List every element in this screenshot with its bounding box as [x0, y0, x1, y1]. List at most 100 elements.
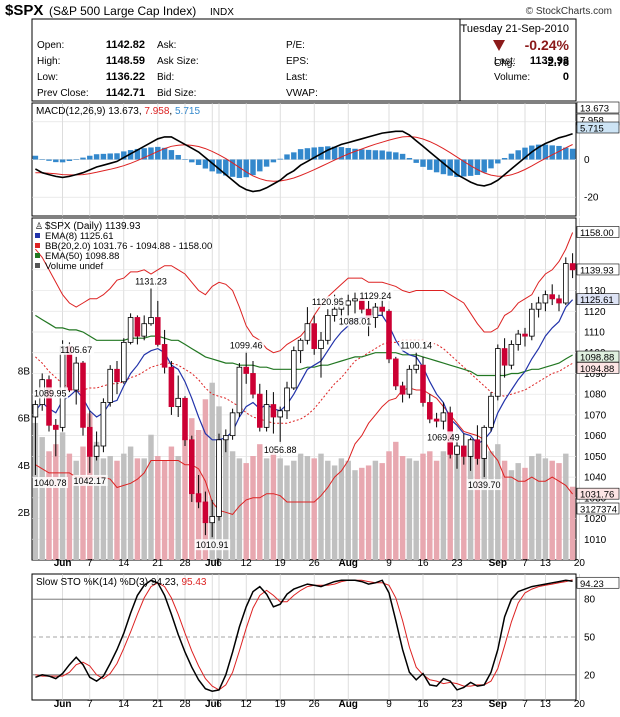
price-annotation: 1131.23 [135, 276, 167, 286]
legend-label-volume: Volume undef [45, 261, 103, 272]
price-annotation: 1056.88 [264, 445, 297, 455]
x-tick-label: 7 [87, 699, 93, 710]
candle-body [263, 404, 270, 428]
volume-bar [297, 453, 304, 560]
price-right-label-box [576, 293, 620, 305]
y-tick-label: 20 [584, 670, 596, 681]
y-tick-label: 1090 [584, 369, 607, 380]
volume-bar [32, 422, 39, 560]
y-tick-label: 1110 [584, 328, 605, 339]
quote-value: 1148.59 [106, 55, 145, 67]
volume-bar [134, 458, 141, 560]
volume-bar [386, 451, 392, 560]
legend-swatch [35, 263, 40, 268]
y-tick-label: 1060 [584, 431, 607, 442]
candle-body [127, 317, 134, 343]
macd-legend-signal: 7.958 [144, 106, 169, 117]
candle-body [148, 317, 154, 325]
candle-body [168, 366, 175, 408]
price-annotation-bg [358, 289, 394, 301]
volume-bar [501, 460, 508, 560]
histogram-bar [542, 144, 549, 160]
volume-bar [73, 460, 79, 560]
histogram-bar [223, 159, 229, 176]
signal-line [35, 135, 573, 182]
price-panel: 1010102010301040105010601070108010901100… [18, 217, 620, 561]
volume-bar [433, 460, 440, 560]
legend-label-ema50: EMA(50) 1098.88 [45, 251, 119, 262]
candle-body [243, 366, 249, 374]
x-tick-label: 9 [386, 558, 392, 569]
x-tick-label: 9 [386, 699, 392, 710]
histogram-bar [495, 159, 501, 164]
histogram-bar [549, 145, 555, 160]
volume-bar [338, 458, 345, 560]
candle-body [542, 294, 549, 304]
y-tick-label: 1050 [584, 452, 607, 463]
histogram-bar [148, 147, 154, 160]
volume-bar [291, 460, 297, 560]
x-tick-label: 23 [451, 699, 463, 710]
volume-bar [529, 456, 535, 560]
volume-bar [311, 458, 317, 560]
x-tick-label: 16 [417, 558, 429, 569]
histogram-bar [501, 157, 508, 160]
y-tick-label: 1010 [584, 535, 607, 546]
volume-bar [454, 446, 460, 560]
histogram-bar [270, 159, 277, 163]
volume-bar [93, 441, 100, 560]
candle-body [427, 402, 433, 420]
candle-body [121, 341, 127, 383]
histogram-bar [291, 152, 297, 160]
volume-bar [413, 460, 419, 560]
sto-k-line [35, 579, 573, 692]
price-annotation-bg [195, 539, 231, 551]
histogram-bar [155, 146, 161, 160]
candle-body [529, 308, 535, 337]
volume-bar [440, 451, 447, 560]
histogram-bar [372, 150, 379, 160]
legend-label-ema8: EMA(8) 1125.61 [45, 231, 113, 242]
x-tick-label: 21 [152, 558, 164, 569]
volume-bar [569, 486, 576, 560]
volume-axis-label: 6B [18, 414, 31, 425]
y-tick-label: 1070 [584, 410, 607, 421]
volume-bar [39, 437, 45, 560]
histogram-bar [406, 157, 413, 160]
histogram-bar [379, 150, 385, 160]
price-annotation-bg [229, 339, 265, 351]
candle-body [291, 350, 297, 389]
candle-body [304, 323, 311, 341]
x-tick-label: 23 [451, 558, 463, 569]
sto-legend-label: Slow STO %K(14) %D(3) 94.23, [36, 577, 181, 588]
histogram-bar [161, 147, 168, 160]
histogram-bar [141, 148, 147, 160]
candle-body [46, 379, 52, 426]
volume-bar [325, 460, 331, 560]
candle-body [297, 339, 304, 352]
candle-body [216, 439, 222, 517]
histogram-bar [474, 159, 481, 175]
candle-body [114, 368, 120, 383]
y-tick-label: 50 [584, 633, 596, 644]
x-tick-label: 14 [118, 558, 130, 569]
hist-value-label: 5.715 [580, 124, 604, 135]
volume-bar [202, 399, 209, 560]
bb-upper-line [35, 232, 574, 354]
volume-bar [175, 456, 181, 560]
candle-body [325, 315, 331, 341]
x-tick-label: 28 [179, 699, 191, 710]
quote-key: Prev Close: [37, 88, 89, 99]
histogram-bar [189, 159, 195, 163]
candle-body [59, 346, 66, 428]
histogram-bar [229, 159, 236, 177]
y-tick-label: 80 [584, 595, 596, 606]
histogram-bar [93, 154, 100, 160]
candle-body [223, 435, 229, 441]
x-tick-label: Sep [489, 558, 507, 569]
candle-body [372, 306, 379, 318]
sto-value-label-box [576, 576, 620, 589]
y-tick-label: -20 [584, 193, 599, 204]
histogram-bar [433, 159, 440, 173]
volume-bar [100, 458, 107, 560]
